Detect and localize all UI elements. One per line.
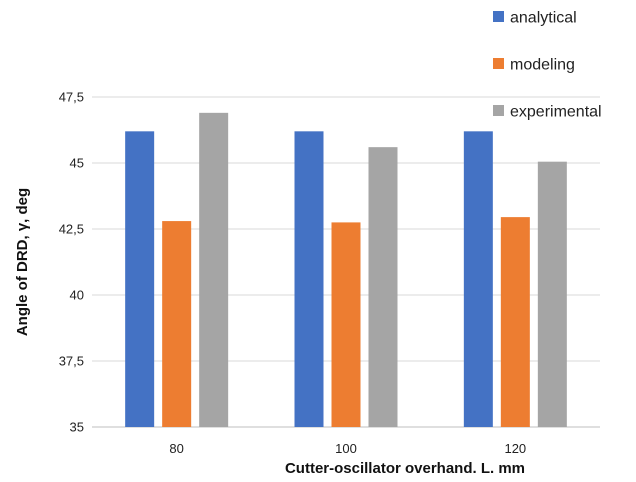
y-axis-label: Angle of DRD, γ, deg [14, 188, 31, 336]
bar-experimental-120 [537, 161, 567, 427]
y-tick-label: 47,5 [59, 90, 84, 105]
y-tick-label: 45 [70, 156, 84, 171]
legend: analytical modeling experimental [493, 10, 602, 121]
bar-modeling-100 [331, 222, 361, 427]
x-tick-label: 120 [504, 441, 526, 456]
bar-experimental-80 [199, 112, 229, 427]
bar-experimental-100 [368, 147, 398, 427]
legend-label-analytical: analytical [510, 10, 577, 27]
y-tick-label: 40 [70, 288, 84, 303]
bar-analytical-120 [463, 131, 493, 427]
y-tick-label: 37,5 [59, 354, 84, 369]
x-axis-label: Cutter-oscillator overhand. L. mm [285, 460, 525, 477]
x-tick-label: 100 [335, 441, 357, 456]
y-tick-label: 42,5 [59, 222, 84, 237]
x-axis-ticks: 80 100 120 [169, 441, 526, 456]
legend-label-modeling: modeling [510, 57, 575, 74]
bars [125, 112, 567, 427]
legend-label-experimental: experimental [510, 104, 602, 121]
legend-swatch-modeling [493, 58, 504, 69]
bar-modeling-80 [162, 221, 192, 427]
bar-analytical-100 [294, 131, 324, 427]
y-axis-ticks: 35 37,5 40 42,5 45 47,5 [59, 90, 84, 435]
legend-swatch-experimental [493, 105, 504, 116]
legend-swatch-analytical [493, 11, 504, 22]
bar-analytical-80 [125, 131, 155, 427]
x-tick-label: 80 [169, 441, 183, 456]
bar-modeling-120 [500, 217, 530, 427]
y-tick-label: 35 [70, 420, 84, 435]
